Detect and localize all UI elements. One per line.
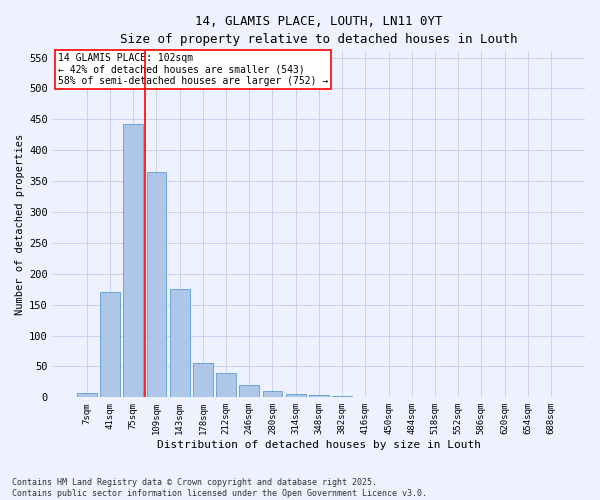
Text: Contains HM Land Registry data © Crown copyright and database right 2025.
Contai: Contains HM Land Registry data © Crown c… bbox=[12, 478, 427, 498]
Bar bbox=[170, 288, 190, 398]
Bar bbox=[193, 362, 213, 398]
X-axis label: Distribution of detached houses by size in Louth: Distribution of detached houses by size … bbox=[157, 440, 481, 450]
Bar bbox=[239, 385, 259, 398]
Bar bbox=[332, 396, 352, 398]
Bar bbox=[100, 292, 120, 398]
Title: 14, GLAMIS PLACE, LOUTH, LN11 0YT
Size of property relative to detached houses i: 14, GLAMIS PLACE, LOUTH, LN11 0YT Size o… bbox=[120, 15, 518, 46]
Bar bbox=[402, 396, 422, 398]
Text: 14 GLAMIS PLACE: 102sqm
← 42% of detached houses are smaller (543)
58% of semi-d: 14 GLAMIS PLACE: 102sqm ← 42% of detache… bbox=[58, 53, 328, 86]
Bar bbox=[518, 396, 538, 398]
Bar bbox=[286, 394, 305, 398]
Bar bbox=[379, 396, 398, 398]
Bar bbox=[309, 396, 329, 398]
Bar bbox=[448, 396, 468, 398]
Bar bbox=[124, 124, 143, 398]
Bar bbox=[216, 372, 236, 398]
Bar bbox=[541, 396, 561, 398]
Bar bbox=[355, 396, 375, 398]
Bar bbox=[263, 391, 283, 398]
Y-axis label: Number of detached properties: Number of detached properties bbox=[15, 134, 25, 315]
Bar bbox=[146, 172, 166, 398]
Bar bbox=[77, 393, 97, 398]
